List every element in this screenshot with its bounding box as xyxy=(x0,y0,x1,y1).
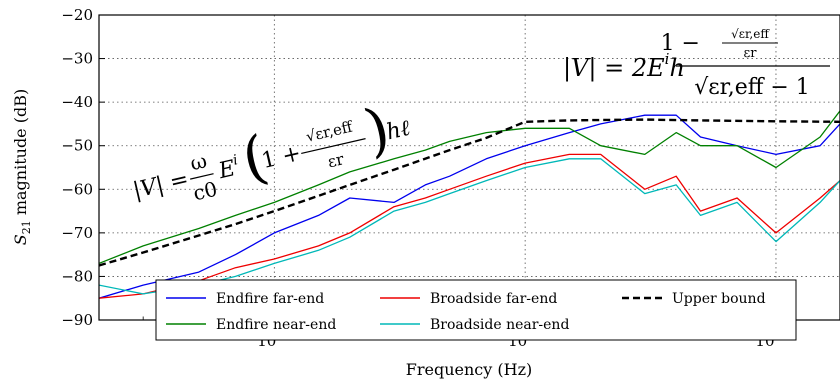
formula-left-frac-den: c0 xyxy=(191,177,220,206)
y-tick-label: −20 xyxy=(61,6,93,24)
formula-left-inner-num: √εr,eff xyxy=(304,117,355,145)
y-tick-label: −40 xyxy=(61,93,93,111)
formula-left-middle: E xyxy=(215,156,237,184)
y-tick-label: −50 xyxy=(61,137,93,155)
legend-label-3: Broadside near-end xyxy=(430,317,569,333)
formula-left-inner-den: εr xyxy=(326,149,346,171)
formula-left-middle-sup: i xyxy=(231,152,239,169)
formula-right-annotation: |V| = 2Eih 1 − √εr,eff εr √εr,eff − 1 xyxy=(563,27,830,100)
y-tick-label: −90 xyxy=(61,311,93,329)
x-axis-label: Frequency (Hz) xyxy=(406,360,533,379)
plot-frame xyxy=(98,14,840,321)
y-tick-label: −80 xyxy=(61,267,93,285)
formula-right-num-frac-num: √εr,eff xyxy=(731,27,770,41)
legend: Endfire far-end Endfire near-end Broadside… xyxy=(155,279,797,341)
legend-label-4: Upper bound xyxy=(672,291,766,307)
formula-right-num-one: 1 − xyxy=(661,31,700,56)
grid-lines xyxy=(99,14,840,321)
formula-right-lhs: |V| = 2Eih xyxy=(563,50,685,83)
formula-left-lhs: |V| = xyxy=(131,167,191,204)
y-tick-label: −30 xyxy=(61,50,93,68)
y-tick-label: −60 xyxy=(61,180,93,198)
series-line-2 xyxy=(99,153,840,299)
formula-right-den: √εr,eff − 1 xyxy=(694,75,810,100)
formula-left-tail: hℓ xyxy=(384,116,413,146)
legend-label-2: Broadside far-end xyxy=(430,291,557,307)
legend-box xyxy=(155,279,797,341)
legend-label-0: Endfire far-end xyxy=(216,291,324,307)
series-line-1 xyxy=(99,110,840,265)
legend-entries: Endfire far-end Endfire near-end Broadside… xyxy=(166,291,766,333)
legend-label-1: Endfire near-end xyxy=(216,317,336,333)
series-lines xyxy=(99,110,840,299)
y-tick-label: −70 xyxy=(61,224,93,242)
series-line-0 xyxy=(99,114,840,299)
formula-right-num-frac-den: εr xyxy=(744,46,758,61)
series-line-4 xyxy=(99,118,840,267)
y-axis-label: S21 magnitude (dB) xyxy=(11,89,33,245)
formula-left-frac-num: ω xyxy=(188,148,209,175)
series-line-3 xyxy=(99,158,840,295)
